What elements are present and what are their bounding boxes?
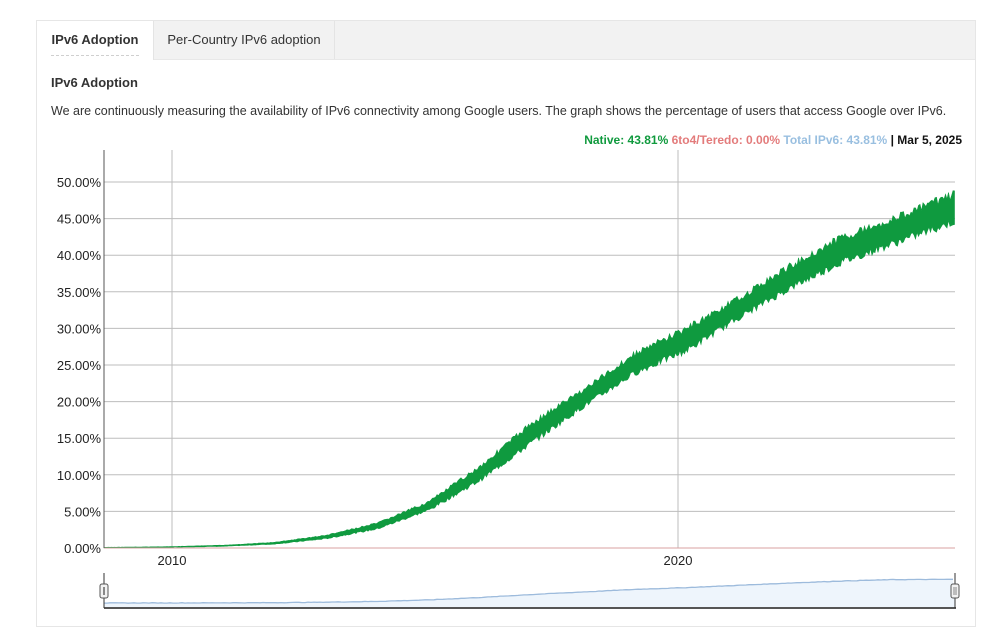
chart-legend: Native: 43.81% 6to4/Teredo: 0.00% Total …	[584, 133, 962, 147]
y-tick-label: 0.00%	[64, 541, 101, 556]
tab-per-country[interactable]: Per-Country IPv6 adoption	[154, 21, 335, 59]
range-navigator[interactable]	[99, 573, 960, 609]
y-tick-label: 20.00%	[57, 395, 102, 410]
legend-separator: |	[890, 133, 894, 147]
tab-label: IPv6 Adoption	[51, 32, 139, 47]
navigator-line	[104, 578, 953, 604]
native-series-area	[103, 190, 955, 549]
legend-total: Total IPv6: 43.81%	[783, 133, 888, 147]
y-tick-label: 25.00%	[57, 358, 102, 373]
y-tick-label: 50.00%	[57, 175, 102, 190]
tab-underline	[51, 55, 139, 56]
navigator-area	[104, 579, 955, 607]
tab-ipv6-adoption[interactable]: IPv6 Adoption	[37, 21, 154, 60]
legend-teredo: 6to4/Teredo: 0.00%	[671, 133, 781, 147]
tab-label: Per-Country IPv6 adoption	[167, 32, 321, 47]
y-tick-label: 30.00%	[57, 321, 102, 336]
legend-native: Native: 43.81%	[584, 133, 669, 147]
ipv6-panel: IPv6 Adoption Per-Country IPv6 adoption …	[36, 20, 976, 627]
y-tick-label: 35.00%	[57, 285, 102, 300]
y-tick-label: 45.00%	[57, 212, 102, 227]
y-tick-label: 5.00%	[64, 504, 101, 519]
y-tick-label: 15.00%	[57, 431, 102, 446]
tab-bar: IPv6 Adoption Per-Country IPv6 adoption	[37, 21, 975, 60]
legend-date: Mar 5, 2025	[897, 133, 962, 147]
y-tick-label: 40.00%	[57, 248, 102, 263]
section-title: IPv6 Adoption	[51, 75, 138, 90]
x-axis-labels: 2010 2020	[158, 553, 693, 568]
navigator-right-handle[interactable]	[950, 583, 960, 599]
navigator-left-handle[interactable]	[99, 583, 109, 599]
x-tick-label: 2020	[664, 553, 693, 568]
y-axis-labels: 0.00% 5.00% 10.00% 15.00% 20.00% 25.00% 30.00%…	[57, 175, 102, 556]
chart-grid	[104, 150, 955, 548]
section-description: We are continuously measuring the availa…	[51, 104, 947, 118]
x-tick-label: 2010	[158, 553, 187, 568]
y-tick-label: 10.00%	[57, 468, 102, 483]
